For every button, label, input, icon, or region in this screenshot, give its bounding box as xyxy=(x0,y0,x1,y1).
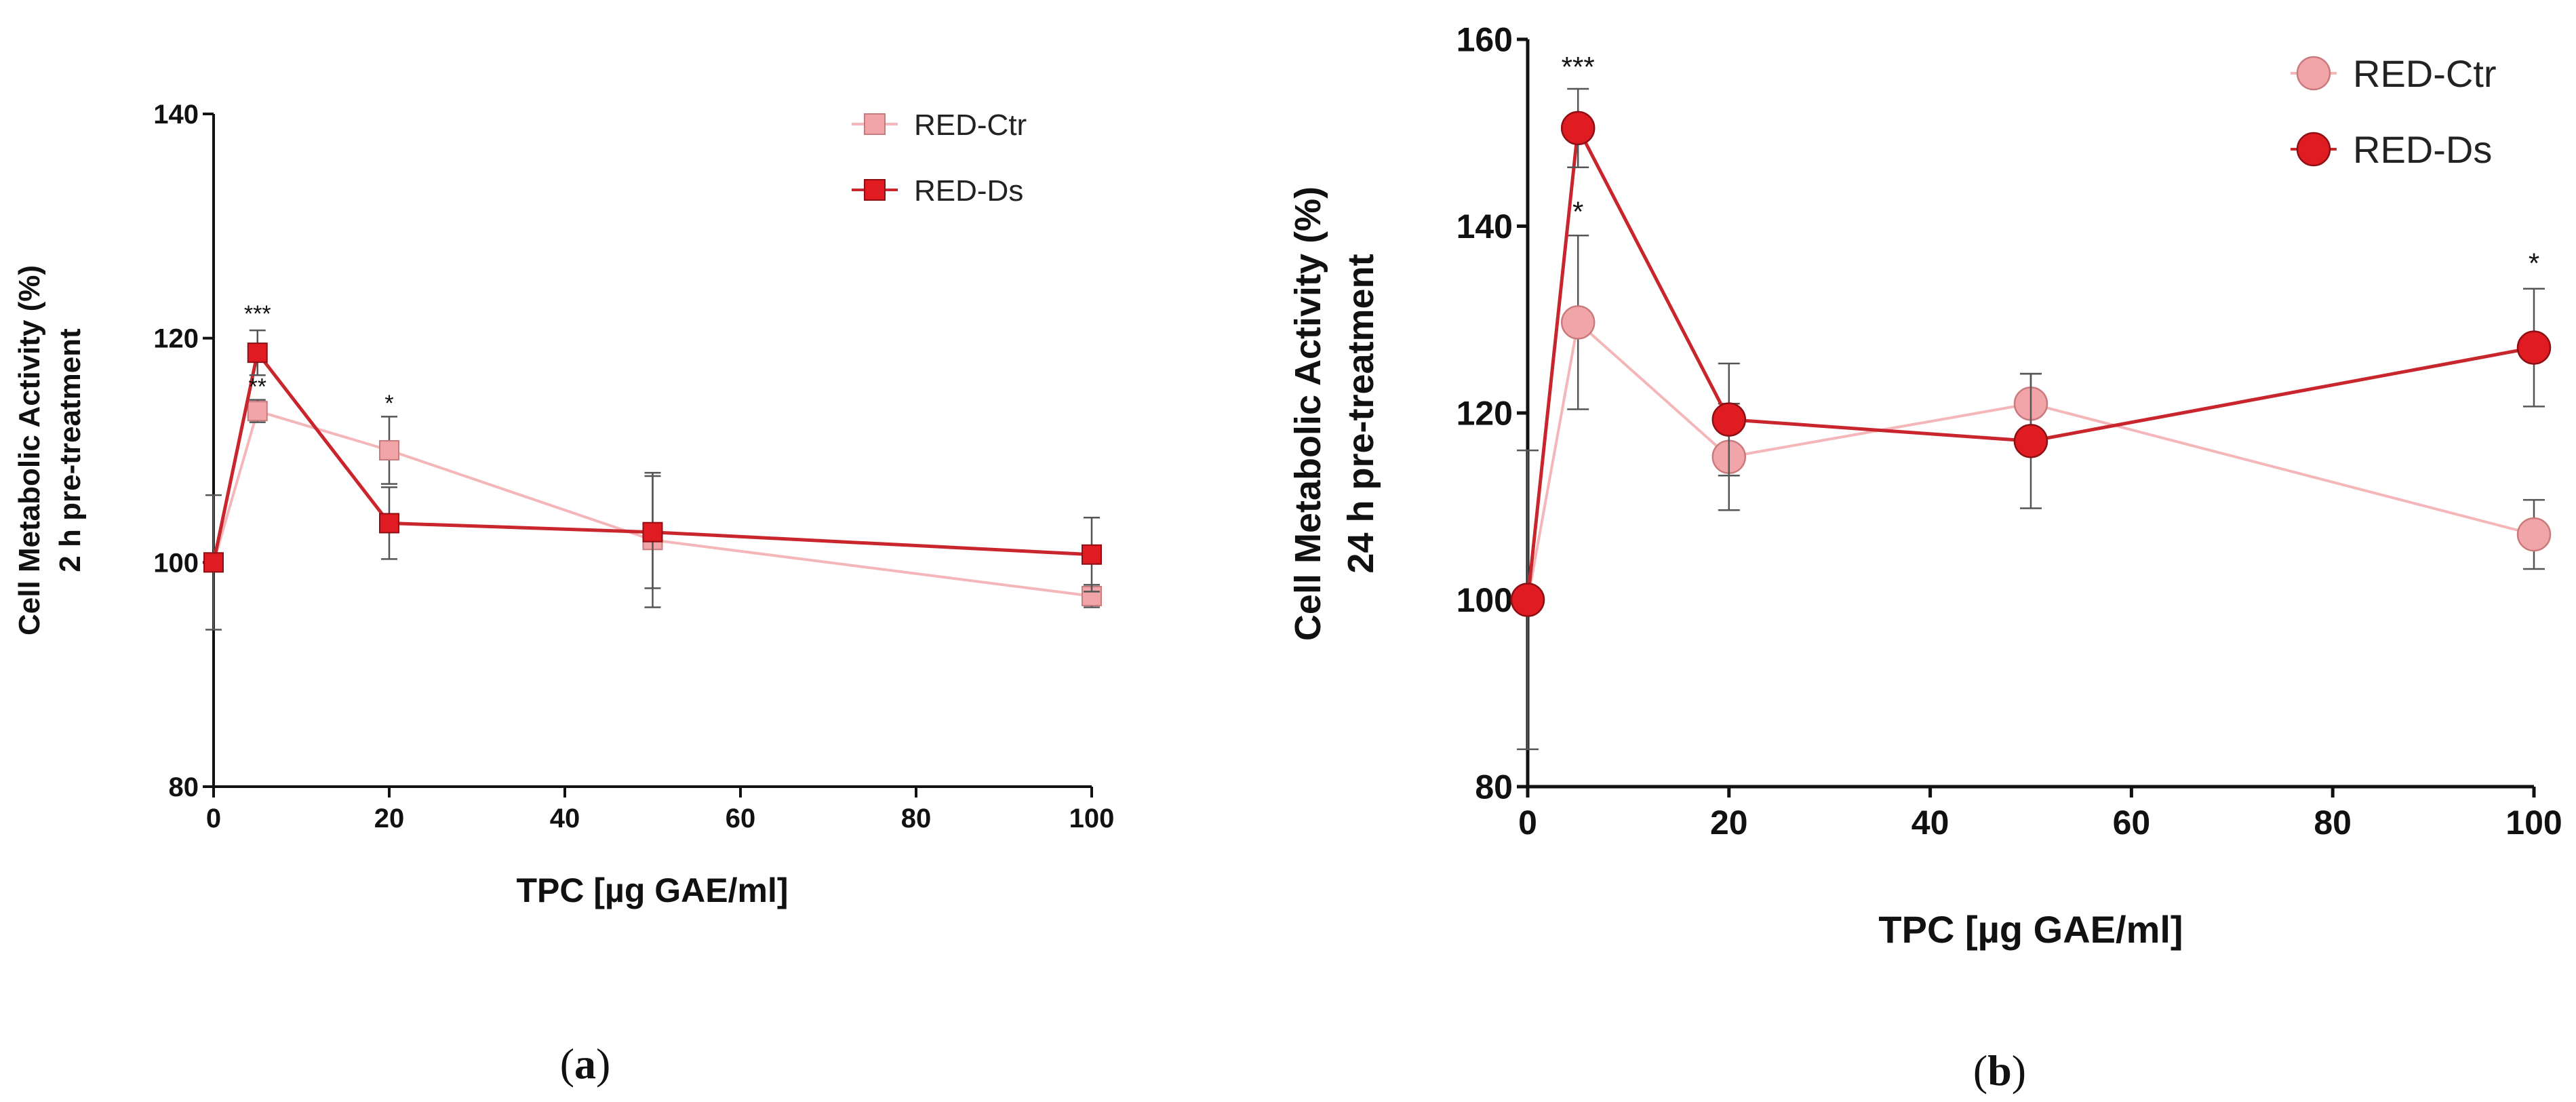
x-tick-label: 0 xyxy=(1518,804,1537,842)
x-tick-label: 80 xyxy=(2314,804,2352,842)
data-point xyxy=(379,513,399,534)
panel-b-chart: 0 20 40 60 80 100 80 100 120 140 160 TPC [µg GAE/ml… xyxy=(1288,21,2562,1095)
y-axis-label-line1: Cell Metabolic Activity (%) xyxy=(13,265,46,635)
legend-marker xyxy=(864,179,886,201)
data-point xyxy=(1711,402,1747,437)
panel-label: (b) xyxy=(1973,1046,2026,1095)
x-tick-label: 100 xyxy=(2505,804,2562,842)
legend-marker xyxy=(2296,132,2331,167)
x-tick-label: 40 xyxy=(1911,804,1949,842)
panel-label: (a) xyxy=(560,1040,611,1088)
series-line-RED-Ds xyxy=(1526,122,2535,600)
data-point xyxy=(642,522,663,543)
significance-marker: * xyxy=(2529,247,2539,279)
data-point xyxy=(247,401,268,422)
legend-marker xyxy=(2296,56,2331,91)
y-axis-label-line2: 2 h pre-treatment xyxy=(54,328,87,572)
x-tick-label: 20 xyxy=(374,804,405,833)
panel-a-chart: 0 20 40 60 80 100 80 100 120 140 TPC [µg GAE/ml] Ce… xyxy=(13,100,1114,1088)
data-point xyxy=(1082,544,1102,565)
data-point xyxy=(379,440,399,460)
legend-marker xyxy=(864,113,886,135)
y-tick-label: 140 xyxy=(153,100,199,130)
data-point xyxy=(2013,424,2048,458)
x-axis-label: TPC [µg GAE/ml] xyxy=(1878,908,2183,951)
y-tick-label: 120 xyxy=(1457,395,1513,433)
data-point xyxy=(247,342,268,363)
x-tick-label: 80 xyxy=(901,804,932,833)
panel-label-letter: a xyxy=(574,1040,596,1088)
y-axis-label-line1: Cell Metabolic Activity (%) xyxy=(1288,186,1328,641)
y-tick-label: 120 xyxy=(153,324,199,354)
data-point xyxy=(2516,517,2552,552)
y-tick-label: 80 xyxy=(1475,768,1513,806)
y-tick-label: 100 xyxy=(153,548,199,578)
x-tick-label: 100 xyxy=(1069,804,1115,833)
data-point xyxy=(1560,111,1596,146)
significance-marker: * xyxy=(384,391,393,416)
y-tick-label: 140 xyxy=(1457,208,1513,245)
significance-marker: *** xyxy=(1562,51,1595,83)
x-tick-label: 0 xyxy=(206,804,221,833)
panel-label-open: ( xyxy=(560,1040,574,1088)
x-axis-label: TPC [µg GAE/ml] xyxy=(516,871,788,909)
legend-label: RED-Ds xyxy=(2353,128,2492,171)
legend-label: RED-Ctr xyxy=(914,109,1027,142)
significance-marker: ** xyxy=(249,374,266,399)
data-point xyxy=(203,552,224,573)
data-point xyxy=(1560,305,1596,340)
x-tick-label: 60 xyxy=(2113,804,2151,842)
legend-label: RED-Ctr xyxy=(2353,52,2497,95)
x-tick-label: 60 xyxy=(726,804,756,833)
data-point xyxy=(1510,583,1545,617)
panel-label-close: ) xyxy=(2012,1046,2026,1095)
data-point xyxy=(2516,330,2552,365)
significance-marker: * xyxy=(1572,196,1583,228)
y-tick-label: 160 xyxy=(1457,21,1513,59)
y-tick-label: 100 xyxy=(1457,581,1513,619)
legend-label: RED-Ds xyxy=(914,174,1023,208)
panel-label-letter: b xyxy=(1987,1046,2012,1095)
panel-label-open: ( xyxy=(1973,1046,1987,1095)
y-tick-label: 80 xyxy=(169,772,199,802)
x-tick-label: 20 xyxy=(1710,804,1748,842)
panel-label-close: ) xyxy=(596,1040,610,1088)
significance-marker: *** xyxy=(244,301,271,327)
x-tick-label: 40 xyxy=(550,804,580,833)
y-axis-label-line2: 24 h pre-treatment xyxy=(1341,254,1381,573)
